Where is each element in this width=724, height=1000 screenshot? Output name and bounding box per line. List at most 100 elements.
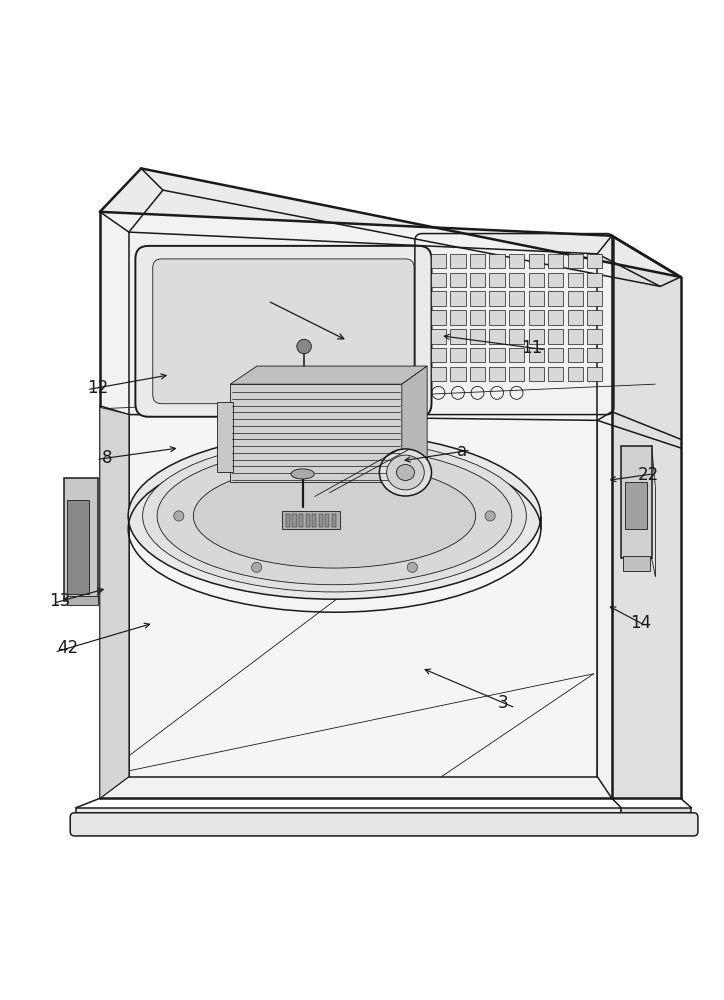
Bar (312, 514, 316, 527)
Ellipse shape (128, 433, 541, 599)
Bar (529, 273, 544, 287)
Bar (450, 291, 466, 306)
Polygon shape (230, 384, 402, 482)
Polygon shape (76, 808, 621, 820)
FancyBboxPatch shape (70, 813, 698, 836)
Bar (431, 273, 446, 287)
Bar (587, 367, 602, 381)
Circle shape (297, 339, 311, 354)
Bar (450, 367, 466, 381)
Bar (299, 514, 303, 527)
Bar (431, 348, 446, 362)
Bar (509, 291, 524, 306)
Bar (568, 367, 583, 381)
Ellipse shape (193, 464, 476, 568)
Bar (431, 291, 446, 306)
Bar (568, 291, 583, 306)
Bar (548, 367, 563, 381)
Circle shape (407, 459, 417, 470)
Bar (431, 310, 446, 325)
FancyBboxPatch shape (153, 259, 414, 404)
Polygon shape (621, 808, 691, 820)
Bar (529, 348, 544, 362)
Bar (529, 367, 544, 381)
Bar (431, 367, 446, 381)
Bar (568, 348, 583, 362)
Text: 42: 42 (56, 639, 78, 657)
Bar (470, 367, 485, 381)
Bar (282, 511, 340, 529)
Bar (450, 273, 466, 287)
Bar (489, 291, 505, 306)
Bar (67, 596, 98, 605)
Bar (623, 556, 650, 571)
Bar (489, 348, 505, 362)
Bar (548, 329, 563, 344)
FancyBboxPatch shape (135, 246, 432, 417)
Bar (450, 329, 466, 344)
Text: 22: 22 (637, 466, 659, 484)
Bar (325, 514, 329, 527)
Bar (450, 310, 466, 325)
Text: 8: 8 (102, 449, 112, 467)
Ellipse shape (397, 465, 415, 480)
Bar (587, 348, 602, 362)
Text: 14: 14 (630, 614, 652, 632)
Bar (470, 254, 485, 268)
Text: 13: 13 (49, 592, 71, 610)
Polygon shape (100, 168, 681, 277)
Polygon shape (402, 366, 427, 482)
Bar (292, 514, 297, 527)
Bar (587, 310, 602, 325)
Ellipse shape (157, 447, 512, 585)
Circle shape (251, 562, 261, 572)
Bar (587, 329, 602, 344)
Bar (332, 514, 336, 527)
Ellipse shape (379, 449, 432, 496)
Bar (470, 329, 485, 344)
Bar (489, 367, 505, 381)
Polygon shape (612, 236, 681, 798)
Bar (470, 273, 485, 287)
Text: 12: 12 (87, 379, 109, 397)
Bar (64, 478, 98, 601)
Polygon shape (129, 415, 597, 777)
Bar (450, 254, 466, 268)
Bar (587, 254, 602, 268)
Bar (548, 348, 563, 362)
Bar (568, 273, 583, 287)
Text: 3: 3 (498, 694, 508, 712)
Polygon shape (230, 366, 427, 384)
Bar (568, 310, 583, 325)
Bar (621, 446, 652, 558)
Bar (450, 348, 466, 362)
Text: a: a (457, 442, 467, 460)
Bar (529, 254, 544, 268)
Circle shape (485, 511, 495, 521)
Bar (529, 291, 544, 306)
Polygon shape (217, 402, 233, 472)
Bar (568, 329, 583, 344)
Bar (548, 273, 563, 287)
Polygon shape (148, 254, 418, 404)
Bar (489, 310, 505, 325)
Bar (509, 254, 524, 268)
Bar (509, 367, 524, 381)
Bar (548, 310, 563, 325)
Polygon shape (100, 407, 129, 798)
Bar (306, 514, 310, 527)
Polygon shape (100, 212, 612, 798)
Bar (319, 514, 323, 527)
Bar (509, 348, 524, 362)
Bar (529, 310, 544, 325)
Bar (625, 482, 647, 529)
Bar (489, 273, 505, 287)
Ellipse shape (143, 440, 526, 592)
Bar (548, 254, 563, 268)
Circle shape (407, 562, 417, 572)
Bar (470, 310, 485, 325)
Ellipse shape (387, 455, 424, 490)
Circle shape (174, 511, 184, 521)
Bar (286, 514, 290, 527)
Text: 11: 11 (521, 339, 543, 357)
